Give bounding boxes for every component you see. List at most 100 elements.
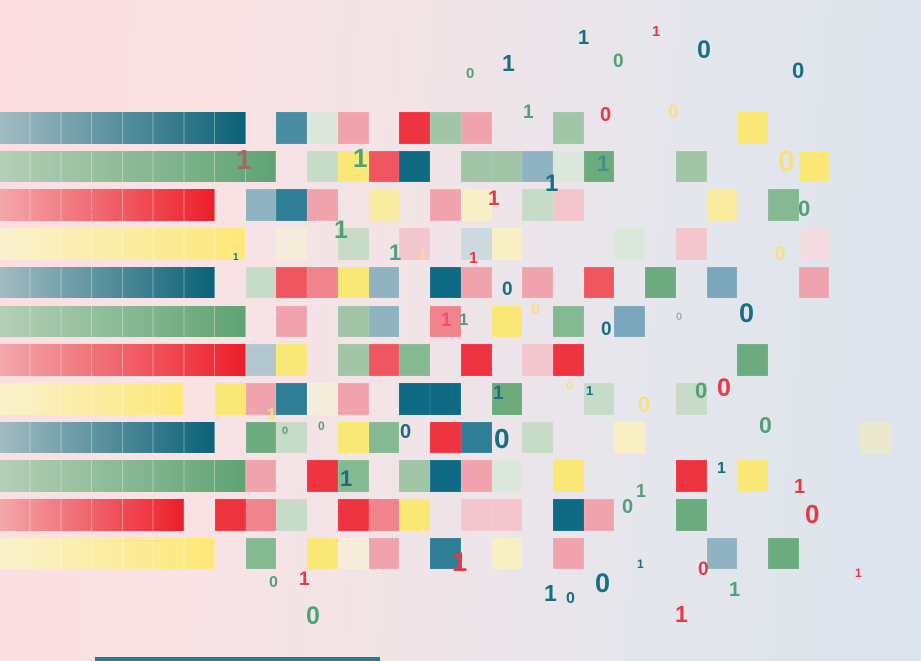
pixel-square	[337, 266, 369, 299]
binary-digit: 0	[613, 51, 624, 72]
binary-digit: 1	[267, 406, 276, 423]
pixel-square	[276, 266, 308, 299]
pixel-square	[860, 421, 891, 454]
pixel-square	[276, 189, 308, 221]
pixel-square	[245, 266, 277, 299]
pixel-square	[491, 383, 523, 415]
pixel-square	[430, 266, 461, 299]
binary-digit: 0	[494, 423, 510, 454]
pixel-square	[399, 499, 431, 531]
binary-digit: 0	[318, 419, 325, 433]
pixel-square	[675, 383, 707, 415]
pixel-square	[245, 460, 277, 492]
pixel-square	[276, 383, 308, 415]
pixel-square	[614, 305, 646, 338]
pixel-square	[706, 537, 738, 570]
pixel-square	[245, 189, 277, 221]
pixel-square	[522, 421, 553, 454]
pixel-square	[522, 150, 553, 183]
pixel-square	[368, 150, 400, 183]
pixel-square	[337, 383, 369, 415]
pixel-square	[706, 266, 738, 299]
binary-digit: 0	[805, 499, 820, 529]
pixel-square	[307, 150, 338, 183]
pixel-square	[737, 112, 768, 144]
pixel-square	[491, 499, 523, 531]
pixel-square	[706, 189, 738, 221]
pixel-square	[276, 421, 308, 454]
bar-row-8-yellow	[0, 383, 185, 415]
pixel-square	[491, 460, 523, 492]
pixel-square	[337, 150, 369, 183]
pixel-square	[460, 499, 492, 531]
pixel-square	[583, 150, 615, 183]
pixel-square	[430, 305, 461, 338]
binary-digit: 0	[306, 602, 320, 630]
pixel-square	[430, 421, 461, 454]
bar-row-6-green	[0, 305, 246, 338]
pixel-square	[307, 266, 338, 299]
pixel-square	[430, 189, 461, 221]
pixel-square	[798, 266, 830, 299]
binary-digit: 1	[855, 566, 862, 580]
pixel-square	[368, 266, 400, 299]
binary-digit: 1	[441, 310, 452, 331]
binary-digit: 1	[233, 252, 239, 263]
pixel-square	[337, 499, 369, 531]
pixel-square	[614, 421, 646, 454]
binary-digit: 1	[389, 240, 402, 265]
binary-digit: 0	[531, 301, 540, 318]
bar-row-4-yellow	[0, 228, 246, 260]
binary-digit: 1	[729, 579, 741, 601]
pixel-square	[245, 421, 277, 454]
binary-digit: 1	[717, 460, 726, 477]
pixel-square	[522, 266, 553, 299]
pixel-square	[460, 344, 492, 376]
binary-digit: 0	[466, 65, 475, 82]
binary-digit: 1	[353, 143, 368, 173]
pixel-square	[552, 460, 584, 492]
pixel-square	[276, 228, 308, 260]
pixel-square	[430, 383, 461, 415]
pixel-square	[737, 460, 768, 492]
binary-digit: 1	[636, 481, 647, 501]
pixel-square	[245, 537, 277, 570]
pixel-square	[460, 112, 492, 144]
binary-digit: 0	[792, 58, 805, 83]
pixel-square	[399, 383, 431, 415]
pixel-square	[245, 344, 277, 376]
pixel-square	[368, 499, 400, 531]
binary-digit: 0	[566, 378, 574, 393]
pixel-square	[552, 150, 584, 183]
binary-digit: 1	[545, 170, 559, 197]
pixel-square	[276, 112, 308, 144]
pixel-square	[368, 189, 400, 221]
pixel-square	[399, 150, 431, 183]
binary-digit: 1	[493, 383, 504, 404]
pixel-square	[245, 383, 277, 415]
binary-digit: 1	[452, 547, 468, 577]
pixel-square	[337, 460, 369, 492]
binary-digit: 1	[652, 23, 661, 40]
binary-digit: 1	[637, 557, 644, 571]
pixel-square	[552, 499, 584, 531]
binary-digit: 1	[419, 246, 427, 261]
pixel-square	[307, 460, 338, 492]
binary-digit: 0	[759, 412, 772, 438]
pixel-square	[460, 150, 492, 183]
binary-digit: 0	[601, 319, 612, 340]
binary-digit: 1	[523, 102, 534, 123]
pixel-square	[276, 499, 308, 531]
pixel-square	[460, 460, 492, 492]
pixel-square	[337, 421, 369, 454]
bar-row-9-teal	[0, 421, 216, 454]
pixel-square	[552, 305, 584, 338]
bar-row-1-teal	[0, 112, 246, 144]
pixel-square	[737, 344, 768, 376]
binary-digit: 1	[794, 476, 806, 498]
pixel-square	[552, 189, 584, 221]
binary-digit: 1	[586, 383, 594, 398]
bottom-accent-strip	[95, 657, 380, 661]
binary-digit: 0	[269, 574, 278, 591]
